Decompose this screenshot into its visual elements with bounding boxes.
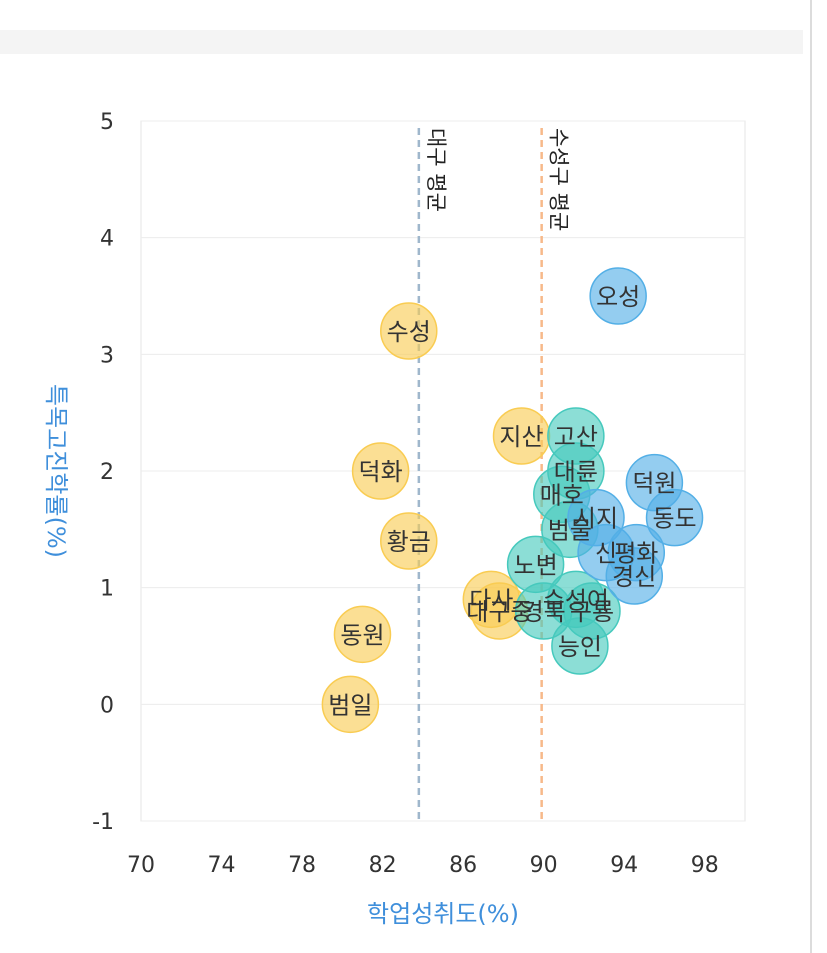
x-tick-label: 98: [691, 853, 719, 878]
x-tick-label: 94: [610, 853, 638, 878]
x-tick-label: 86: [449, 853, 477, 878]
x-tick-label: 82: [369, 853, 397, 878]
point-label: 오성: [596, 283, 640, 311]
y-tick-label: 0: [100, 693, 114, 718]
point-label: 경북: [522, 598, 566, 626]
data-point[interactable]: [351, 442, 410, 500]
point-label: 시지: [574, 505, 618, 533]
data-point[interactable]: [321, 675, 380, 734]
y-tick-label: 3: [100, 343, 114, 368]
point-label: 대구중: [466, 598, 532, 626]
data-point[interactable]: [645, 488, 704, 547]
x-axis-title: 학업성취도(%): [367, 900, 519, 928]
point-label: 범일: [328, 691, 372, 719]
y-tick-label: 2: [100, 460, 114, 485]
point-label: 범물: [548, 516, 592, 544]
point-label: 수성: [387, 318, 431, 346]
x-tick-label: 90: [530, 853, 558, 878]
point-label: 수성여: [543, 586, 609, 614]
data-point[interactable]: [605, 547, 664, 605]
data-point[interactable]: [333, 605, 392, 664]
point-label: 고산: [554, 423, 598, 451]
data-point[interactable]: [551, 617, 609, 675]
scatter-chart: 대구 평균 수성구 평균 수성덕화황금동원범일지산대구중다사고산대륜매호범물노변경…: [42, 110, 746, 928]
point-label: 평화: [614, 540, 658, 568]
point-label: 동원: [340, 621, 384, 649]
reference-lines: 대구 평균 수성구 평균: [417, 128, 571, 821]
y-axis-title: 특목고진학률(%): [42, 384, 70, 558]
y-tick-label: 1: [100, 577, 114, 602]
point-label: 동도: [652, 505, 696, 533]
point-label: 황금: [387, 528, 431, 556]
y-tick-label: -1: [92, 810, 114, 835]
point-label: 덕화: [359, 458, 403, 486]
y-tick-label: 4: [100, 227, 114, 252]
reference-line-label: 대구 평균: [424, 128, 448, 212]
axis-ticks: -1 0 1 2 3 4 5 70 74 78 82 86 90 94 98: [92, 110, 719, 878]
point-label: 다사: [469, 586, 513, 614]
data-point[interactable]: [589, 267, 647, 325]
point-label: 경신: [612, 563, 656, 591]
reference-line-label: 수성구 평균: [547, 128, 571, 231]
top-bar: [0, 30, 803, 54]
point-label: 지산: [499, 423, 543, 451]
data-points: [321, 267, 704, 734]
x-tick-label: 78: [288, 853, 316, 878]
point-label: 매호: [540, 481, 584, 509]
point-label: 대륜: [554, 458, 598, 486]
point-label: 구룡: [570, 598, 614, 626]
point-label: 능인: [558, 633, 602, 661]
point-label: 덕원: [632, 470, 676, 498]
point-label: 신: [595, 540, 617, 568]
panel-border: [810, 0, 812, 953]
y-tick-label: 5: [100, 110, 114, 135]
x-tick-label: 74: [208, 853, 236, 878]
point-label: 노변: [514, 551, 558, 579]
x-tick-label: 70: [127, 853, 155, 878]
data-point[interactable]: [380, 512, 438, 570]
data-point[interactable]: [380, 302, 438, 360]
grid: [140, 120, 746, 822]
